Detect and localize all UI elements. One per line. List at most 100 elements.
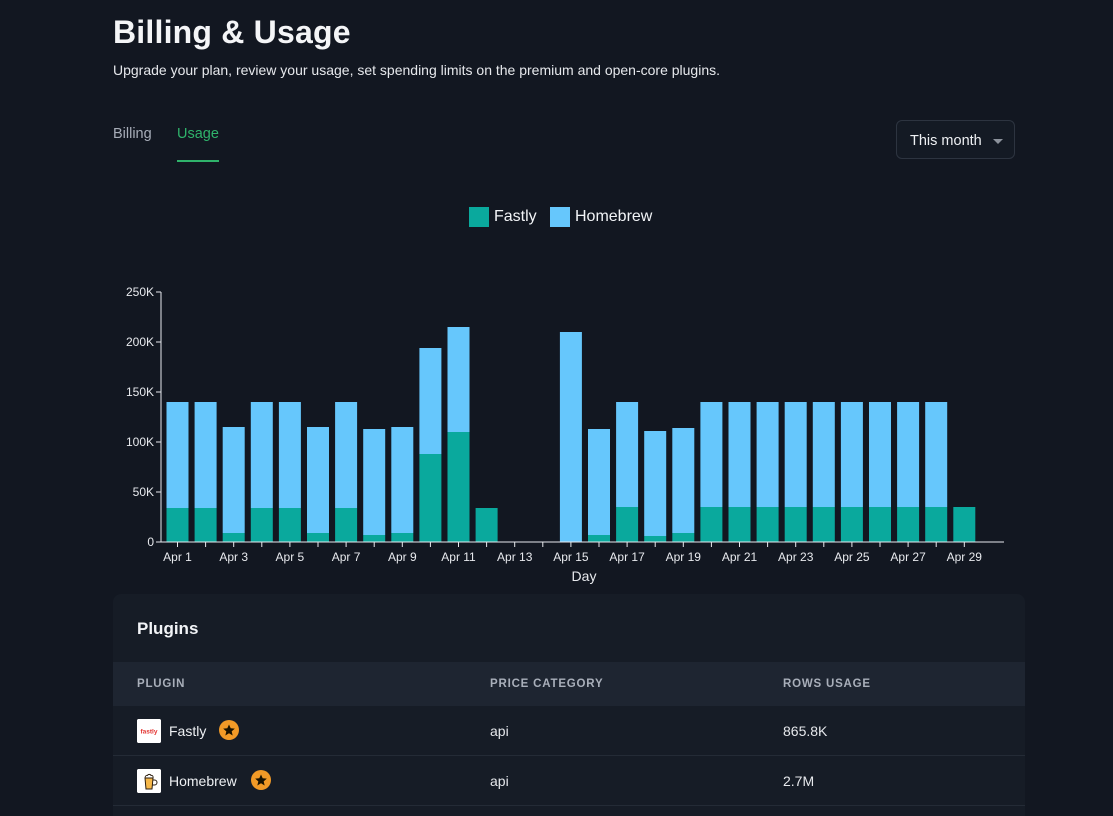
bar-homebrew-apr-9[interactable] <box>391 427 414 533</box>
bar-homebrew-apr-25[interactable] <box>840 402 863 507</box>
column-header-price-category[interactable]: PRICE CATEGORY <box>490 678 604 690</box>
premium-star-icon <box>219 720 239 740</box>
y-tick-label: 50K <box>133 485 154 499</box>
bar-homebrew-apr-1[interactable] <box>166 402 189 508</box>
fastly-logo-text: fastly <box>141 729 158 736</box>
bar-homebrew-apr-7[interactable] <box>335 402 358 508</box>
page-title: Billing & Usage <box>113 14 351 50</box>
bar-fastly-apr-28[interactable] <box>925 507 948 542</box>
bar-homebrew-apr-17[interactable] <box>616 402 639 507</box>
tab-usage[interactable]: Usage <box>177 126 219 162</box>
x-tick-label: Apr 1 <box>163 550 192 564</box>
bar-homebrew-apr-27[interactable] <box>897 402 920 507</box>
bar-fastly-apr-11[interactable] <box>447 432 470 542</box>
bar-homebrew-apr-6[interactable] <box>307 427 329 533</box>
bar-fastly-apr-21[interactable] <box>728 507 751 542</box>
y-tick-label: 100K <box>126 435 154 449</box>
plugins-card: Plugins PLUGIN PRICE CATEGORY ROWS USAGE… <box>113 594 1025 816</box>
bar-homebrew-apr-10[interactable] <box>419 348 442 454</box>
legend-label-fastly: Fastly <box>494 208 537 225</box>
plugins-table-header: PLUGIN PRICE CATEGORY ROWS USAGE <box>113 662 1025 706</box>
price-category: api <box>490 773 509 789</box>
y-tick-label: 200K <box>126 335 154 349</box>
bar-fastly-apr-26[interactable] <box>869 507 891 542</box>
x-tick-label: Apr 19 <box>666 550 702 564</box>
page-subtitle: Upgrade your plan, review your usage, se… <box>113 62 721 78</box>
bar-homebrew-apr-2[interactable] <box>194 402 217 508</box>
bar-homebrew-apr-18[interactable] <box>644 431 667 536</box>
bar-fastly-apr-17[interactable] <box>616 507 639 542</box>
x-tick-label: Apr 7 <box>332 550 361 564</box>
bar-fastly-apr-24[interactable] <box>812 507 835 542</box>
bar-fastly-apr-4[interactable] <box>250 508 273 542</box>
chevron-down-icon <box>993 139 1003 144</box>
bar-homebrew-apr-19[interactable] <box>672 428 695 533</box>
x-tick-label: Apr 25 <box>834 550 870 564</box>
usage-bar-chart: 0 50K 100K 150K 200K 250K Apr 1 Apr 3 Apr 5 Apr 7… <box>126 285 1004 584</box>
bar-fastly-apr-22[interactable] <box>756 507 779 542</box>
bar-fastly-apr-27[interactable] <box>897 507 920 542</box>
bar-homebrew-apr-3[interactable] <box>222 427 245 533</box>
table-row[interactable]: Homebrew api 2.7M <box>113 756 1025 806</box>
bar-fastly-apr-29[interactable] <box>953 507 976 542</box>
x-tick-label: Apr 3 <box>219 550 248 564</box>
bar-fastly-apr-8[interactable] <box>363 535 386 542</box>
bar-fastly-apr-5[interactable] <box>278 508 301 542</box>
bar-homebrew-apr-26[interactable] <box>869 402 891 507</box>
legend-label-homebrew: Homebrew <box>575 208 653 225</box>
x-tick-label: Apr 27 <box>890 550 926 564</box>
x-tick-label: Apr 23 <box>778 550 814 564</box>
bar-fastly-apr-20[interactable] <box>700 507 723 542</box>
bar-fastly-apr-10[interactable] <box>419 454 442 542</box>
bar-fastly-apr-18[interactable] <box>644 536 667 542</box>
bar-homebrew-apr-8[interactable] <box>363 429 386 535</box>
y-tick-label: 150K <box>126 385 154 399</box>
bar-homebrew-apr-5[interactable] <box>278 402 301 508</box>
x-tick-label: Apr 5 <box>276 550 305 564</box>
bar-homebrew-apr-21[interactable] <box>728 402 751 507</box>
bar-fastly-apr-23[interactable] <box>784 507 807 542</box>
homebrew-logo-icon <box>137 769 161 793</box>
fastly-logo-icon: fastly <box>137 719 161 743</box>
bar-fastly-apr-2[interactable] <box>194 508 217 542</box>
bar-homebrew-apr-15[interactable] <box>559 332 582 542</box>
bar-fastly-apr-19[interactable] <box>672 533 695 542</box>
rows-usage: 2.7M <box>783 773 815 789</box>
column-header-plugin[interactable]: PLUGIN <box>137 678 186 690</box>
legend-swatch-homebrew <box>550 207 570 227</box>
bar-homebrew-apr-16[interactable] <box>588 429 610 535</box>
bar-fastly-apr-6[interactable] <box>307 533 329 542</box>
plugins-title: Plugins <box>137 619 199 638</box>
bar-homebrew-apr-20[interactable] <box>700 402 723 507</box>
bar-fastly-apr-25[interactable] <box>840 507 863 542</box>
bar-fastly-apr-3[interactable] <box>222 533 245 542</box>
x-tick-label: Apr 29 <box>947 550 983 564</box>
table-row[interactable]: fastly Fastly api 865.8K <box>113 706 1025 756</box>
bar-fastly-apr-12[interactable] <box>475 508 498 542</box>
bar-homebrew-apr-4[interactable] <box>250 402 273 508</box>
bar-homebrew-apr-22[interactable] <box>756 402 779 507</box>
plugin-name[interactable]: Homebrew <box>169 773 237 789</box>
plugin-name[interactable]: Fastly <box>169 723 207 739</box>
bar-homebrew-apr-23[interactable] <box>784 402 807 507</box>
bar-homebrew-apr-28[interactable] <box>925 402 948 507</box>
rows-usage: 865.8K <box>783 723 828 739</box>
bar-homebrew-apr-24[interactable] <box>812 402 835 507</box>
bar-fastly-apr-1[interactable] <box>166 508 189 542</box>
bar-fastly-apr-16[interactable] <box>588 535 610 542</box>
premium-star-icon <box>251 770 271 790</box>
x-axis-title: Day <box>572 568 597 584</box>
column-header-rows-usage[interactable]: ROWS USAGE <box>783 678 871 690</box>
date-range-select[interactable]: This month <box>896 120 1015 159</box>
x-tick-label: Apr 9 <box>388 550 417 564</box>
legend-swatch-fastly <box>469 207 489 227</box>
x-tick-label: Apr 17 <box>609 550 645 564</box>
x-tick-label: Apr 21 <box>722 550 758 564</box>
x-tick-label: Apr 13 <box>497 550 533 564</box>
bar-fastly-apr-7[interactable] <box>335 508 358 542</box>
date-range-value: This month <box>910 133 982 149</box>
bar-homebrew-apr-11[interactable] <box>447 327 470 432</box>
bar-fastly-apr-9[interactable] <box>391 533 414 542</box>
tab-billing[interactable]: Billing <box>113 126 152 142</box>
